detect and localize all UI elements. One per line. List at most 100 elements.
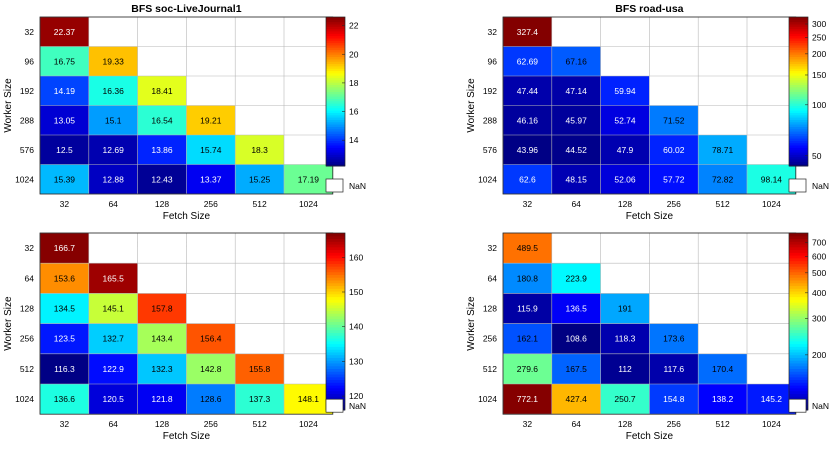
chart-1-colorbar-segment (326, 28, 345, 32)
chart-2-cell-label: 72.82 (712, 174, 734, 184)
chart-3-cell-label: 166.7 (54, 243, 76, 253)
chart-3-colorbar-segment (326, 280, 345, 284)
chart-1-colorbar-segment (326, 77, 345, 81)
chart-3-colorbar-segment (326, 357, 345, 361)
chart-2-colorbar-tick: 300 (812, 19, 826, 29)
chart-3-y-tick: 256 (20, 334, 34, 344)
chart-2-colorbar-segment (789, 96, 808, 99)
chart-4-cell-label: 117.6 (663, 364, 684, 374)
chart-2-colorbar-tick: 100 (812, 100, 826, 110)
chart-3-cell (88, 353, 138, 384)
chart-1-cell-label: 12.88 (103, 174, 125, 184)
chart-4-colorbar-segment (789, 346, 808, 350)
chart-2-x-tick: 512 (716, 199, 730, 209)
chart-4-cell-label: 112 (618, 364, 632, 374)
chart-4-cell-label: 191 (618, 304, 632, 314)
chart-2-cell (503, 46, 552, 76)
chart-3-y-tick: 32 (25, 243, 35, 253)
chart-2-y-tick: 32 (488, 27, 498, 37)
chart-2-colorbar-segment (789, 75, 808, 79)
chart-1-colorbar-segment (326, 51, 345, 55)
chart-3-cell (88, 263, 138, 294)
chart-4-colorbar-segment (789, 371, 808, 375)
chart-2-y-tick: 288 (483, 115, 497, 125)
chart-4-colorbar-segment (789, 327, 808, 331)
chart-2-cell-empty (600, 17, 650, 47)
chart-4-cell (747, 384, 796, 415)
chart-2-colorbar-segment (789, 154, 808, 158)
chart-4-cell-label: 162.1 (517, 334, 539, 344)
chart-2-colorbar-segment (789, 131, 808, 134)
chart-1-colorbar-segment (326, 75, 345, 79)
chart-3-cell (40, 353, 89, 384)
chart-4-colorbar-segment (789, 362, 808, 367)
chart-3-colorbar-segment (326, 296, 345, 300)
chart-3-nan-label: NaN (349, 401, 366, 411)
chart-1-nan-swatch (325, 178, 344, 193)
chart-2-cell (649, 105, 699, 135)
chart-3-cell-empty (284, 353, 333, 384)
chart-3-colorbar-segment (326, 315, 345, 320)
chart-1-colorbar-segment (326, 154, 345, 158)
chart-3-cell-empty (235, 263, 284, 294)
chart-3-cell-empty (284, 293, 333, 324)
chart-3-x-tick: 32 (60, 419, 70, 429)
chart-2-nan-swatch (788, 178, 807, 193)
chart-2-cell-label: 47.9 (617, 145, 634, 155)
chart-4-colorbar-segment (789, 324, 808, 328)
chart-2-colorbar-tick: 150 (812, 70, 826, 80)
chart-4-y-tick: 128 (483, 304, 497, 314)
chart-2-colorbar-segment (789, 40, 808, 44)
chart-2-colorbar-segment (789, 30, 808, 34)
chart-1-y-tick: 576 (20, 145, 34, 155)
chart-4-cell-label: 154.8 (663, 394, 685, 404)
chart-2-colorbar-segment (789, 72, 808, 76)
chart-3-colorbar-segment (326, 365, 345, 370)
chart-1-cell-label: 12.5 (56, 145, 73, 155)
chart-2-colorbar-segment (789, 100, 808, 104)
chart-3-x-tick: 128 (155, 419, 169, 429)
chart-1-colorbar-segment (326, 84, 345, 88)
chart-1-cell (40, 164, 89, 194)
chart-4-colorbar-segment (789, 385, 808, 389)
chart-2-cell (503, 164, 552, 194)
chart-3-cell-empty (186, 293, 236, 324)
chart-4-colorbar-tick: 200 (812, 350, 826, 360)
chart-2-cell-empty (551, 17, 601, 47)
chart-2-colorbar-segment (789, 156, 808, 160)
chart-3-cell (235, 384, 284, 415)
chart-1-cell (137, 105, 187, 135)
chart-1-cell-label: 12.69 (103, 145, 125, 155)
chart-3-cell-empty (137, 233, 187, 264)
chart-4-y-tick: 1024 (478, 394, 497, 404)
chart-3-cell-label: 132.7 (103, 334, 125, 344)
chart-2-colorbar-segment (789, 105, 808, 109)
chart-4-y-tick: 64 (488, 273, 498, 283)
chart-2-colorbar-segment (789, 117, 808, 120)
chart-4-colorbar-segment (789, 291, 808, 295)
chart-1-colorbar-segment (326, 86, 345, 90)
chart-3-cell (40, 384, 89, 415)
chart-1-colorbar-segment (326, 140, 345, 144)
chart-3-colorbar-segment (326, 266, 345, 270)
chart-1-colorbar-segment (326, 44, 345, 48)
chart-3-colorbar-segment (326, 233, 345, 237)
chart-2-colorbar-segment (789, 128, 808, 132)
chart-3-cell-label: 137.3 (249, 394, 271, 404)
chart-2-colorbar-segment (789, 44, 808, 48)
chart-4-colorbar-tick: 500 (812, 268, 826, 278)
chart-3-colorbar-segment (326, 235, 345, 240)
chart-3-y-tick: 64 (25, 273, 35, 283)
chart-1-cell-empty (284, 76, 333, 106)
chart-1-colorbar-segment (326, 21, 345, 25)
chart-2-cell-empty (747, 76, 796, 106)
chart-4-cell (503, 384, 552, 415)
chart-2-colorbar-segment (789, 21, 808, 25)
chart-2-colorbar-segment (789, 138, 808, 141)
chart-1-colorbar-segment (326, 142, 345, 146)
chart-4-nan-swatch (788, 398, 807, 413)
chart-1-cell-empty (235, 17, 284, 47)
chart-3-y-tick: 128 (20, 304, 34, 314)
chart-1-colorbar-segment (326, 68, 345, 72)
chart-3-colorbar-segment (326, 288, 345, 292)
